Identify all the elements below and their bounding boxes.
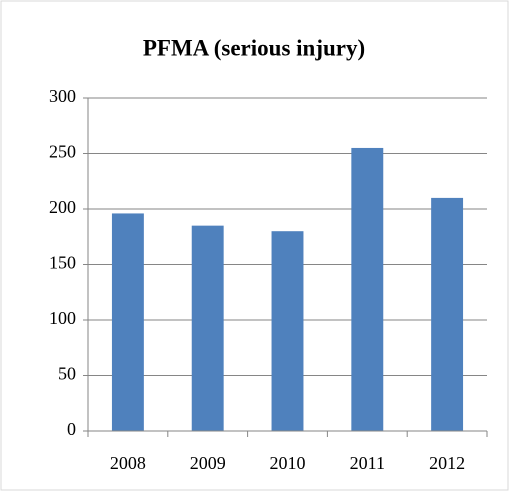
y-tick-label: 0 [67, 419, 76, 439]
y-tick-label: 250 [49, 142, 76, 162]
y-tick-label: 50 [58, 364, 76, 384]
y-tick-label: 200 [49, 197, 76, 217]
bar [431, 197, 464, 431]
y-tick-label: 100 [49, 308, 76, 328]
x-tick-label: 2011 [350, 453, 385, 473]
bar [111, 213, 144, 431]
bar [351, 147, 384, 431]
x-tick-label: 2008 [110, 453, 146, 473]
chart-title: PFMA (serious injury) [143, 35, 365, 60]
y-tick-label: 300 [49, 86, 76, 106]
bar [271, 231, 304, 431]
bar [191, 225, 224, 431]
x-tick-label: 2010 [270, 453, 306, 473]
x-tick-label: 2012 [429, 453, 465, 473]
x-tick-label: 2009 [190, 453, 226, 473]
y-tick-label: 150 [49, 253, 76, 273]
